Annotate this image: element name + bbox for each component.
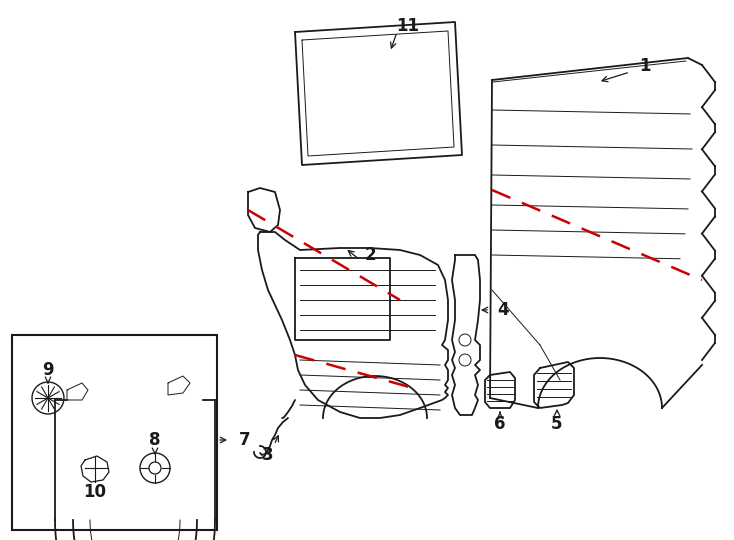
Text: 3: 3 <box>262 446 274 464</box>
Text: 2: 2 <box>364 246 376 264</box>
Text: 9: 9 <box>42 361 54 379</box>
Text: 5: 5 <box>551 415 563 433</box>
Text: 10: 10 <box>84 483 106 501</box>
Text: 6: 6 <box>494 415 506 433</box>
Text: 7: 7 <box>239 431 251 449</box>
Text: 1: 1 <box>639 57 651 75</box>
Bar <box>12 335 217 530</box>
Text: 4: 4 <box>497 301 509 319</box>
Text: 11: 11 <box>396 17 420 35</box>
Text: 8: 8 <box>149 431 161 449</box>
